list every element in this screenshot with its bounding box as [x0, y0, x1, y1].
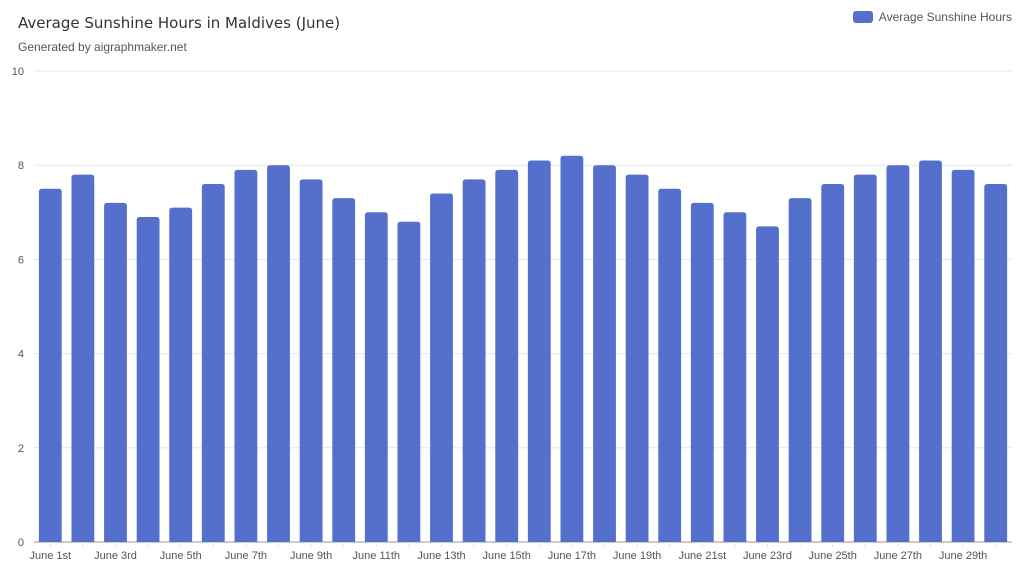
bar-23[interactable]: [756, 226, 779, 542]
bar-10[interactable]: [332, 198, 356, 543]
bar-4[interactable]: [136, 217, 160, 542]
bar-27[interactable]: [886, 165, 910, 542]
bar-26[interactable]: [853, 174, 877, 542]
bar-13[interactable]: [430, 193, 453, 542]
x-tick-label: June 15th: [483, 550, 531, 562]
bar-8[interactable]: [267, 165, 290, 542]
bar-20[interactable]: [658, 188, 682, 542]
y-tick-label: 2: [18, 443, 24, 455]
bar-16[interactable]: [527, 160, 551, 543]
bar-22[interactable]: [723, 212, 747, 543]
y-tick-label: 6: [18, 254, 24, 266]
bar-29[interactable]: [951, 169, 975, 542]
bar-5[interactable]: [169, 207, 193, 542]
grid-layer: [34, 70, 1012, 543]
x-tick-label: June 9th: [290, 550, 332, 562]
bar-12[interactable]: [397, 221, 421, 542]
bar-17[interactable]: [560, 155, 584, 542]
chart-legend[interactable]: Average Sunshine Hours: [852, 10, 1012, 24]
bar-9[interactable]: [299, 179, 323, 542]
x-tick-label: June 3rd: [94, 550, 137, 562]
x-tick-label: June 11th: [353, 550, 401, 562]
bar-2[interactable]: [71, 174, 95, 542]
bar-25[interactable]: [821, 184, 845, 543]
x-tick-label: June 13th: [417, 550, 465, 562]
x-tick-label: June 23rd: [743, 550, 792, 562]
x-tick-label: June 19th: [613, 550, 661, 562]
chart-subtitle: Generated by aigraphmaker.net: [18, 40, 187, 54]
bar-14[interactable]: [462, 179, 486, 542]
chart-title: Average Sunshine Hours in Maldives (June…: [18, 14, 341, 32]
bar-3[interactable]: [104, 202, 127, 542]
bar-6[interactable]: [201, 184, 225, 543]
x-tick-label: June 29th: [939, 550, 987, 562]
bar-21[interactable]: [690, 202, 714, 542]
axis-layer: 0 2 4 6 8 10 June 1st June 3rd June 5th June 7th J…: [12, 66, 997, 562]
x-tick-label: June 17th: [548, 550, 596, 562]
bar-19[interactable]: [625, 174, 649, 542]
bar-15[interactable]: [495, 169, 519, 542]
y-tick-label: 4: [18, 349, 24, 361]
bar-28[interactable]: [919, 160, 942, 543]
x-tick-label: June 5th: [160, 550, 202, 562]
x-tick-label: June 27th: [874, 550, 922, 562]
legend-label: Average Sunshine Hours: [878, 10, 1012, 24]
y-tick-label: 0: [18, 537, 24, 549]
y-tick-label: 8: [18, 160, 24, 172]
bar-18[interactable]: [593, 165, 616, 542]
x-tick-label: June 1st: [30, 550, 72, 562]
x-tick-label: June 7th: [225, 550, 267, 562]
bar-24[interactable]: [788, 198, 812, 543]
y-tick-label: 10: [12, 66, 24, 78]
bar-1[interactable]: [38, 188, 62, 542]
bar-7[interactable]: [234, 169, 258, 542]
x-tick-label: June 21st: [678, 550, 726, 562]
legend-swatch: [852, 11, 873, 23]
bar-30[interactable]: [984, 184, 1008, 543]
x-tick-label: June 25th: [809, 550, 857, 562]
bar-11[interactable]: [364, 212, 388, 543]
bar-layer: [38, 155, 1008, 543]
